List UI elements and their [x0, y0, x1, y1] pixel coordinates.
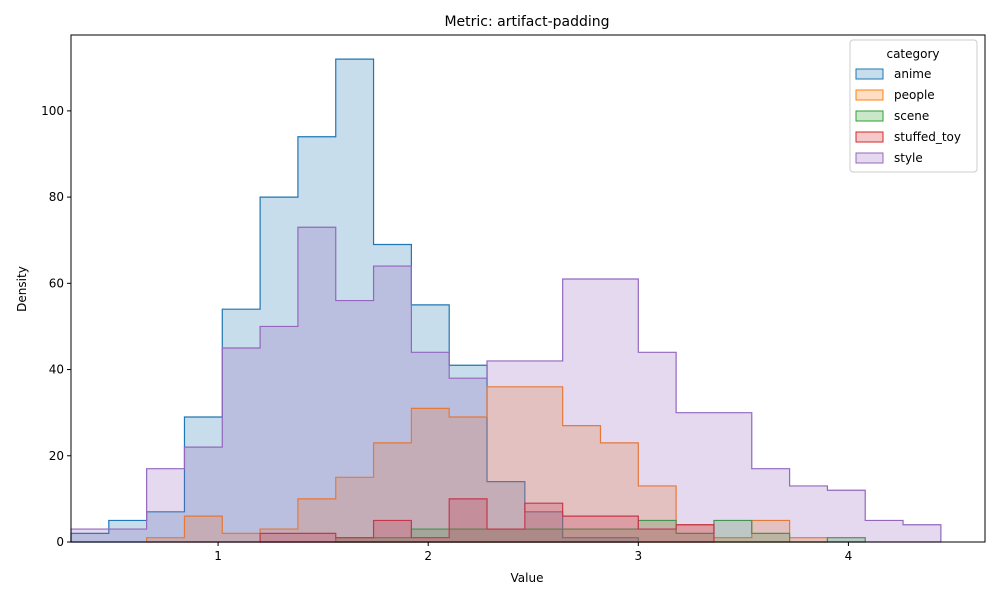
- legend-item-anime: anime: [855, 67, 931, 81]
- plot-area: [70, 34, 986, 543]
- x-axis-label: Value: [511, 571, 544, 585]
- series-style: [70, 226, 942, 543]
- y-tick-label: 40: [49, 363, 64, 377]
- legend-item-stuffed_toy: stuffed_toy: [855, 130, 961, 144]
- y-tick-label: 20: [49, 449, 64, 463]
- histogram-step-style: [70, 226, 942, 543]
- y-tick-label: 80: [49, 190, 64, 204]
- legend-label: people: [894, 88, 935, 102]
- series-stuffed_toy: [259, 498, 715, 543]
- x-axis: 1 2 3 4: [214, 542, 852, 563]
- x-tick-label: 2: [424, 549, 432, 563]
- legend-swatch: [855, 110, 884, 122]
- legend-box: [849, 39, 978, 173]
- legend-swatch: [855, 68, 884, 80]
- y-tick-label: 60: [49, 276, 64, 290]
- x-tick-label: 3: [634, 549, 642, 563]
- axes-border: [70, 34, 986, 543]
- axes-frame: [70, 34, 986, 543]
- x-tick-label: 4: [845, 549, 853, 563]
- y-axis-label: Density: [15, 266, 29, 312]
- y-tick-label: 0: [56, 535, 64, 549]
- legend-label: scene: [894, 109, 929, 123]
- legend-swatch: [855, 131, 884, 143]
- legend-swatch: [855, 152, 884, 164]
- x-tick-label: 1: [214, 549, 222, 563]
- legend-item-style: style: [855, 151, 923, 165]
- series-people: [146, 386, 829, 543]
- legend-item-people: people: [855, 88, 935, 102]
- y-axis: 0 20 40 60 80 100: [41, 104, 71, 549]
- legend-label: style: [894, 151, 923, 165]
- histogram-step-people: [146, 386, 829, 543]
- legend-item-scene: scene: [855, 109, 929, 123]
- chart-title: Metric: artifact-padding: [444, 14, 609, 30]
- legend: category anime people scene stuffed_toystyl…: [849, 39, 978, 173]
- legend-title: category: [886, 47, 939, 61]
- legend-swatch: [855, 89, 884, 101]
- legend-label: anime: [894, 67, 931, 81]
- histogram-step-stuffed_toy: [259, 498, 715, 543]
- legend-label: stuffed_toy: [894, 130, 961, 144]
- y-tick-label: 100: [41, 104, 64, 118]
